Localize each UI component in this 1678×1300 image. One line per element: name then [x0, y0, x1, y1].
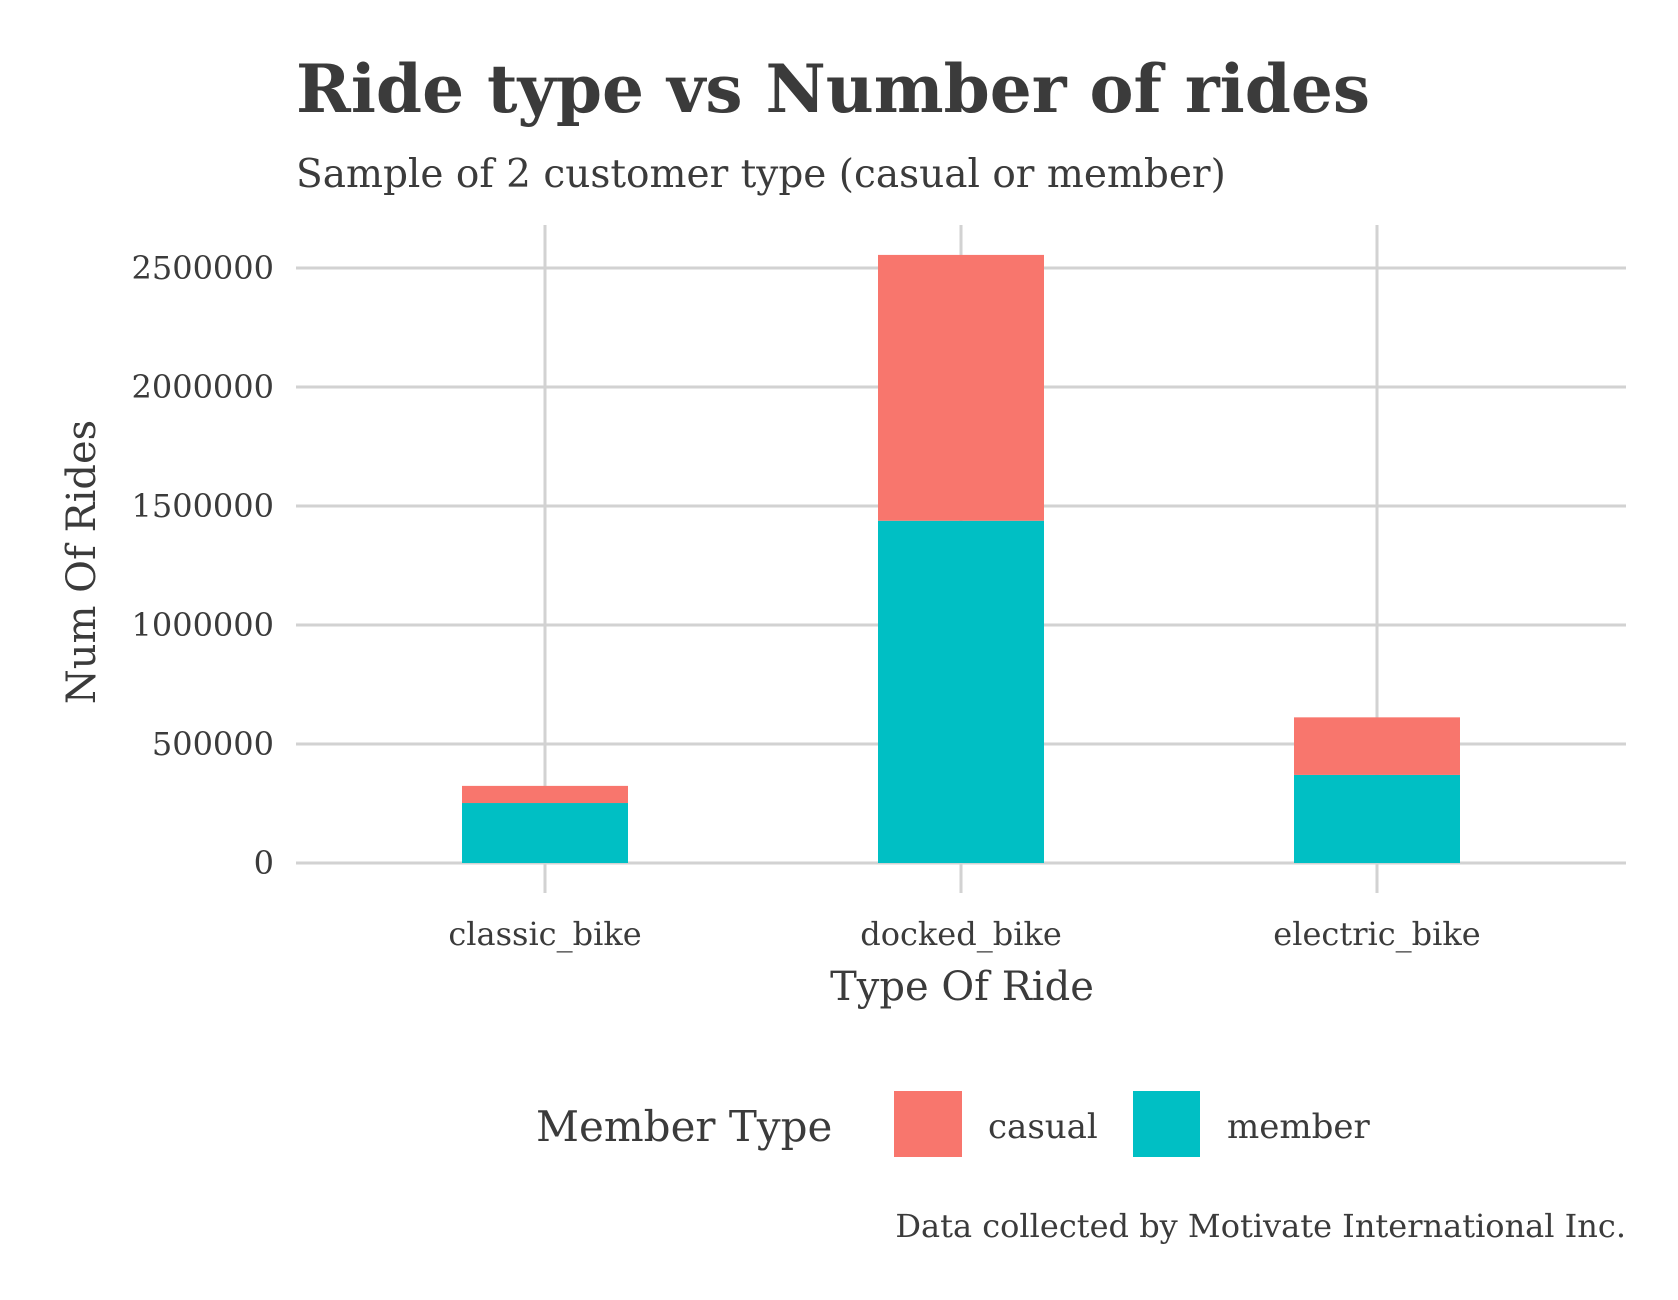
- y-tick-label: 0: [254, 844, 274, 882]
- bar-casual-electric_bike: [1294, 717, 1460, 775]
- x-tick-label: docked_bike: [860, 915, 1062, 953]
- legend-title: Member Type: [536, 1102, 832, 1151]
- y-tick-label: 1000000: [131, 606, 274, 644]
- bar-casual-docked_bike: [878, 254, 1044, 521]
- chart-title: Ride type vs Number of rides: [296, 50, 1370, 128]
- y-tick-label: 1500000: [131, 487, 274, 525]
- bar-member-docked_bike: [878, 520, 1044, 863]
- y-tick-label: 2000000: [131, 368, 274, 406]
- legend: Member Type casual member: [536, 1091, 1370, 1157]
- bar-member-classic_bike: [462, 803, 628, 863]
- y-axis-ticks: 0 500000 1000000 1500000 2000000 2500000: [131, 249, 274, 882]
- bar-casual-classic_bike: [462, 785, 628, 804]
- x-tick-label: electric_bike: [1273, 915, 1480, 953]
- x-axis-ticks: classic_bike docked_bike electric_bike: [448, 915, 1480, 953]
- legend-label-casual: casual: [988, 1107, 1098, 1147]
- chart-subtitle: Sample of 2 customer type (casual or mem…: [296, 152, 1226, 197]
- y-tick-label: 500000: [152, 725, 274, 763]
- x-tick-label: classic_bike: [448, 915, 641, 953]
- chart-caption: Data collected by Motivate International…: [895, 1207, 1626, 1245]
- y-tick-label: 2500000: [131, 249, 274, 287]
- legend-swatch-casual: [894, 1091, 962, 1157]
- legend-label-member: member: [1227, 1107, 1370, 1147]
- bar-member-electric_bike: [1294, 774, 1460, 863]
- x-axis-title: Type Of Ride: [830, 964, 1094, 1010]
- legend-swatch-member: [1133, 1091, 1200, 1157]
- bar-group: [462, 254, 1460, 863]
- y-axis-title: Num Of Rides: [59, 420, 105, 704]
